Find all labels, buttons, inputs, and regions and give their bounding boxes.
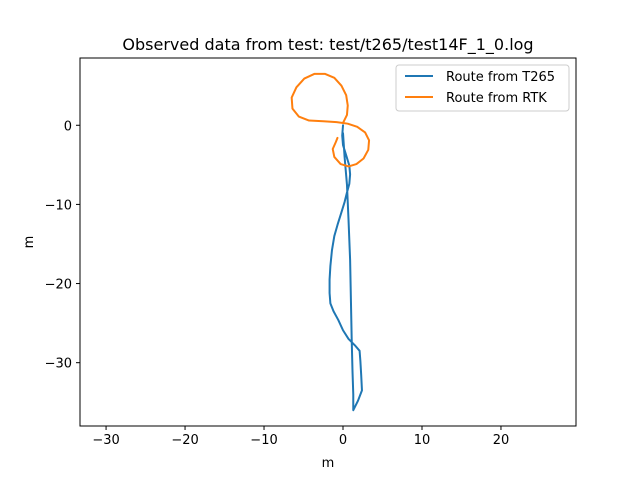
y-axis-ticks: 0 −10 −20 −30 xyxy=(45,119,80,372)
x-tick-label: 20 xyxy=(493,433,510,448)
x-axis-label: m xyxy=(322,456,335,471)
x-tick-label: 10 xyxy=(414,433,431,448)
legend-label-rtk: Route from RTK xyxy=(446,91,547,106)
legend: Route from T265 Route from RTK xyxy=(395,64,570,112)
x-tick-label: 0 xyxy=(339,433,347,448)
legend-box xyxy=(395,64,570,112)
series-layer xyxy=(290,72,371,412)
series-line-rtk xyxy=(290,72,371,168)
series-line-t265 xyxy=(328,124,363,412)
chart-title: Observed data from test: test/t265/test1… xyxy=(122,35,533,55)
plot-frame xyxy=(79,57,577,427)
y-tick-label: −10 xyxy=(45,198,72,213)
x-tick-label: −30 xyxy=(92,433,119,448)
x-axis-ticks: −30 −20 −10 0 10 20 xyxy=(92,426,509,448)
x-tick-label: −10 xyxy=(250,433,277,448)
plot-area xyxy=(80,58,576,426)
x-tick-label: −20 xyxy=(171,433,198,448)
legend-label-t265: Route from T265 xyxy=(446,70,555,85)
y-tick-label: −30 xyxy=(45,357,72,372)
y-tick-label: −20 xyxy=(45,278,72,293)
y-tick-label: 0 xyxy=(64,119,72,134)
y-axis-label: m xyxy=(22,236,37,249)
